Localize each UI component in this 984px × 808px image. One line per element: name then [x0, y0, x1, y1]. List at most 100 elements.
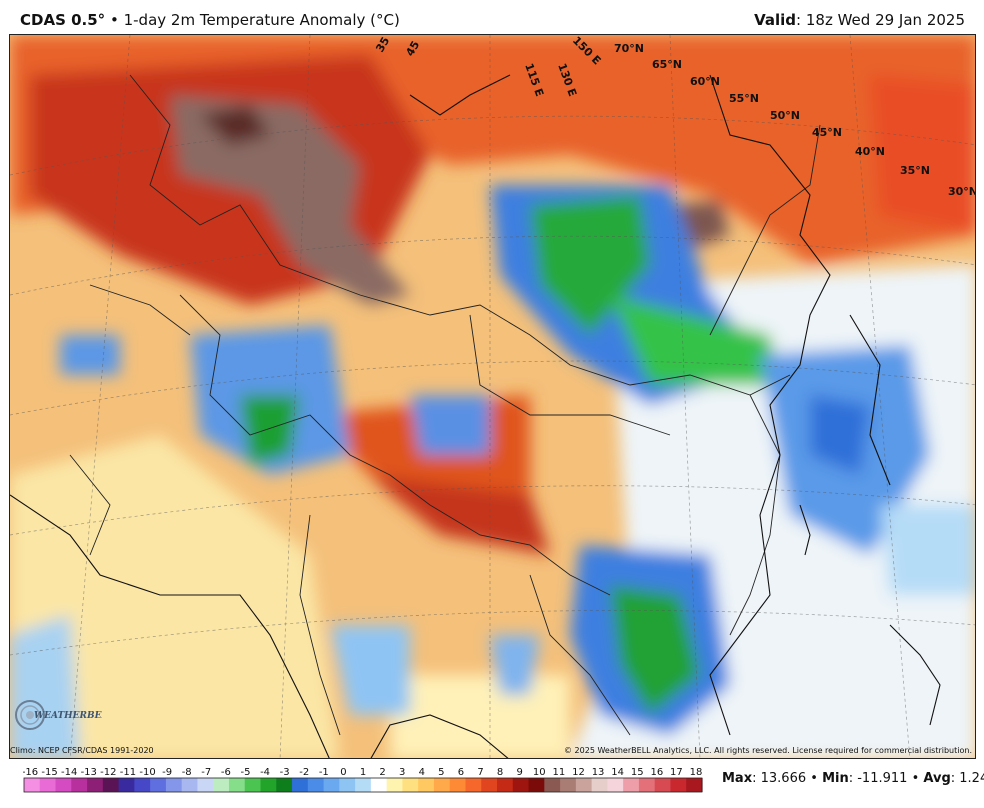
colorbar-tick-label: -4: [260, 767, 270, 778]
max-label: Max: [722, 771, 753, 786]
colorbar-swatch: [575, 778, 593, 792]
colorbar-tick-label: 15: [631, 767, 644, 778]
colorbar-tick-label: 11: [553, 767, 566, 778]
colorbar-swatch: [386, 778, 404, 792]
stats-sep: •: [911, 771, 920, 786]
map-title: CDAS 0.5° • 1-day 2m Temperature Anomaly…: [20, 11, 400, 29]
colorbar-tick-label: -1: [319, 767, 329, 778]
colorbar-swatch: [370, 778, 388, 792]
colorbar-tick-label: -8: [182, 767, 192, 778]
latitude-labels: 70°N 65°N 60°N 55°N 50°N 45°N 40°N 35°N …: [614, 42, 976, 198]
colorbar-tick-label: 8: [497, 767, 503, 778]
product-name: CDAS 0.5°: [20, 11, 106, 29]
colorbar-swatch: [402, 778, 419, 792]
colorbar-swatch: [623, 778, 640, 792]
colorbar-tick-label: -13: [81, 767, 97, 778]
colorbar-swatch: [418, 778, 435, 792]
colorbar-swatch: [102, 778, 120, 792]
colorbar-swatch: [465, 778, 482, 792]
colorbar-swatch: [433, 778, 451, 792]
colorbar-swatch: [654, 778, 672, 792]
weatherbell-logo: WEATHERBELL: [15, 700, 102, 730]
colorbar-swatch: [118, 778, 135, 792]
lat-label: 40°N: [855, 145, 885, 158]
colorbar-tick-label: 1: [360, 767, 366, 778]
colorbar-tick-label: -11: [120, 767, 136, 778]
colorbar-tick-label: -15: [41, 767, 57, 778]
graticule: [10, 35, 975, 758]
borders: [69, 74, 821, 736]
colorbar: -16 -15 -14 -13 -12 -11 -10 -9 -8 -7 -6 -5 -4 -3 -2 -1 0…: [23, 767, 703, 793]
min-label: Min: [822, 771, 849, 786]
anomaly-map[interactable]: 70°N 65°N 60°N 55°N 50°N 45°N 40°N 35°N …: [9, 34, 976, 759]
avg-value: : 1.240: [950, 771, 984, 786]
colorbar-tick-label: 3: [399, 767, 405, 778]
colorbar-border: [23, 777, 703, 793]
colorbar-swatch: [244, 778, 262, 792]
min-value: : -11.911: [848, 771, 908, 786]
colorbar-tick-label: -5: [240, 767, 250, 778]
colorbar-swatch: [481, 778, 498, 792]
colorbar-swatch: [55, 778, 72, 792]
colorbar-tick-label: 10: [533, 767, 546, 778]
colorbar-swatch: [197, 778, 214, 792]
colorbar-ticks: -16 -15 -14 -13 -12 -11 -10 -9 -8 -7 -6 -5 -4 -3 -2 -1 0…: [23, 767, 702, 778]
colorbar-swatch: [528, 778, 545, 792]
colorbar-tick-label: -10: [139, 767, 155, 778]
colorbar-swatch: [24, 778, 41, 792]
colorbar-swatch: [355, 778, 372, 792]
colorbar-tick-label: 14: [611, 767, 624, 778]
colorbar-tick-label: -12: [100, 767, 116, 778]
colorbar-swatch: [686, 778, 703, 792]
colorbar-tick-label: -9: [162, 767, 172, 778]
colorbar-tick-label: -7: [201, 767, 211, 778]
lat-label: 30°N: [948, 185, 976, 198]
max-value: : 13.666: [752, 771, 807, 786]
colorbar-tick-label: 13: [592, 767, 605, 778]
colorbar-swatch: [276, 778, 293, 792]
lat-label: 65°N: [652, 58, 682, 71]
colorbar-swatch: [560, 778, 577, 792]
colorbar-tick-label: -6: [221, 767, 231, 778]
lat-label: 45°N: [812, 126, 842, 139]
colorbar-tick-label: 4: [419, 767, 425, 778]
colorbar-tick-label: 12: [572, 767, 585, 778]
colorbar-swatch: [323, 778, 340, 792]
colorbar-swatch: [292, 778, 309, 792]
colorbar-swatch: [512, 778, 530, 792]
colorbar-swatch: [497, 778, 514, 792]
valid-time: Valid: 18z Wed 29 Jan 2025: [754, 11, 965, 29]
colorbar-tick-label: 16: [650, 767, 663, 778]
colorbar-swatch: [591, 778, 608, 792]
colorbar-swatch: [449, 778, 467, 792]
coastlines: [10, 74, 941, 758]
logo-text: WEATHERBELL: [34, 711, 102, 721]
climo-credit: Climo: NCEP CFSR/CDAS 1991-2020: [10, 746, 154, 755]
colorbar-tick-label: 9: [517, 767, 523, 778]
colorbar-swatch: [181, 778, 199, 792]
colorbar-swatch: [339, 778, 356, 792]
colorbar-swatch: [150, 778, 167, 792]
anomaly-field: [10, 35, 975, 758]
colorbar-tick-label: -3: [280, 767, 290, 778]
colorbar-swatch: [39, 778, 57, 792]
lat-label: 55°N: [729, 92, 759, 105]
colorbar-swatch: [670, 778, 687, 792]
colorbar-swatch: [71, 778, 88, 792]
colorbar-swatch: [134, 778, 151, 792]
field-stats: Max: 13.666 • Min: -11.911 • Avg: 1.240: [722, 771, 984, 786]
avg-label: Avg: [923, 771, 951, 786]
colorbar-tick-label: 6: [458, 767, 464, 778]
stats-sep: •: [810, 771, 818, 786]
colorbar-tick-label: 5: [438, 767, 444, 778]
lat-label: 60°N: [690, 75, 720, 88]
colorbar-swatch: [307, 778, 325, 792]
colorbar-swatches: [23, 777, 703, 793]
lat-label: 35°N: [900, 164, 930, 177]
colorbar-tick-label: 18: [690, 767, 703, 778]
title-bullet: •: [109, 11, 119, 29]
colorbar-swatch: [228, 778, 246, 792]
colorbar-swatch: [165, 778, 183, 792]
colorbar-tick-label: -16: [23, 767, 38, 778]
map-canvas: 70°N 65°N 60°N 55°N 50°N 45°N 40°N 35°N …: [10, 35, 976, 758]
